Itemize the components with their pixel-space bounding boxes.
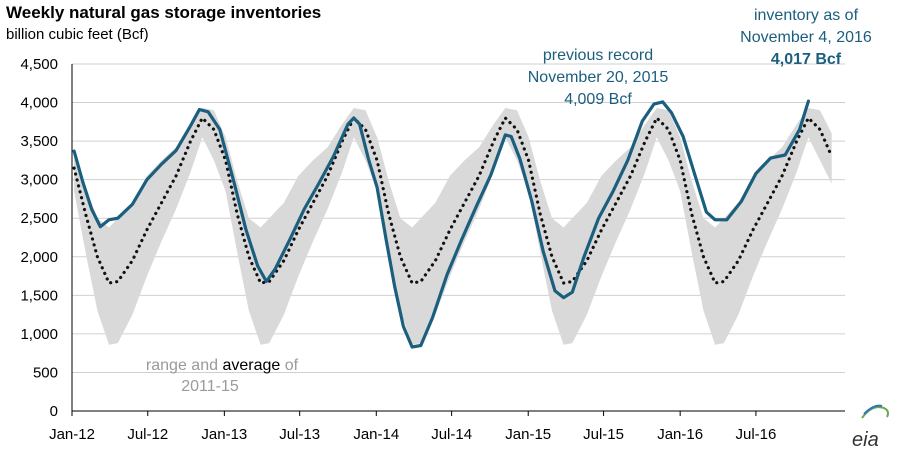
legend-and: and [191,357,218,374]
legend-years: 2011-15 [181,378,239,395]
y-tick-label: 2,000 [20,249,58,266]
annotation-current-line3: 4,017 Bcf [771,51,842,68]
y-tick-label: 4,500 [20,56,58,73]
y-tick-label: 4,000 [20,95,58,112]
x-tick-label: Jul-13 [279,426,320,443]
y-tick-label: 1,500 [20,287,58,304]
x-tick-labels: Jan-12 Jul-12 Jan-13 Jul-13 Jan-14 Jul-14 Jan-… [49,426,776,443]
series-lines [72,99,834,349]
eia-logo-swoosh2-icon [863,404,883,415]
x-tick-label: Jan-12 [49,426,95,443]
chart-subtitle: billion cubic feet (Bcf) [6,26,149,43]
x-tick-label: Jan-13 [201,426,247,443]
eia-logo-text: eia [852,429,879,451]
inventory-series-line [72,99,811,349]
x-tick-label: Jul-15 [583,426,624,443]
x-tick-label: Jul-16 [735,426,776,443]
eia-logo: eia [852,404,889,451]
x-tick-label: Jan-16 [657,426,703,443]
y-tick-label: 500 [33,364,58,381]
annotation-current-line2: November 4, 2016 [740,29,872,46]
y-tick-labels: 0 500 1,000 1,500 2,000 2,500 3,000 3,500 4,000 4… [20,56,58,420]
x-tick-label: Jan-15 [505,426,551,443]
x-tick-label: Jul-14 [431,426,472,443]
x-tick-label: Jan-14 [353,426,399,443]
x-tick-label: Jul-12 [127,426,168,443]
y-tick-label: 3,500 [20,133,58,150]
average-series-line [72,116,834,285]
y-tick-label: 3,000 [20,172,58,189]
annotation-record-line2: November 20, 2015 [528,69,669,86]
annotation-record-line1: previous record [543,47,653,64]
axes [71,64,845,416]
legend-average-label: average [222,357,280,374]
legend-range-label: range [146,357,187,374]
chart-title: Weekly natural gas storage inventories [6,3,322,22]
legend-line1: range and average of [146,357,299,374]
annotation-record-line3: 4,009 Bcf [564,91,632,108]
legend-of: of [285,357,299,374]
y-tick-label: 1,000 [20,326,58,343]
annotation-current-line1: inventory as of [754,7,859,24]
y-tick-label: 2,500 [20,210,58,227]
y-tick-label: 0 [50,403,58,420]
